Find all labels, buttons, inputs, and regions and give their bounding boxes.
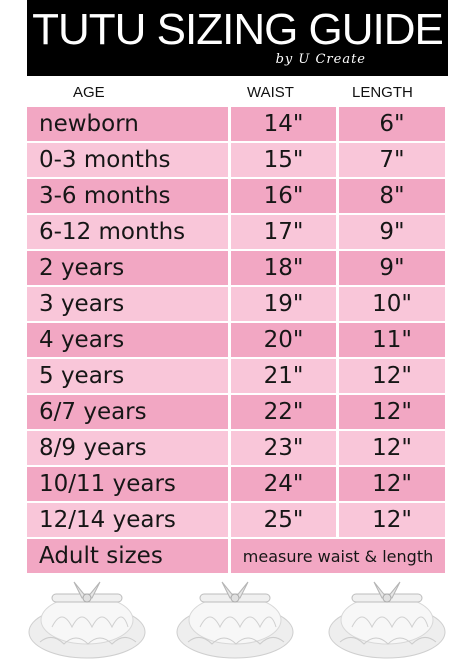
length-cell: 9" [339,251,445,285]
waist-cell: 25" [231,503,336,537]
tutu-image [176,581,294,659]
age-cell: 10/11 years [27,467,228,501]
page-title: TUTU SIZING GUIDE [32,5,444,54]
waist-cell: 17" [231,215,336,249]
length-cell: 11" [339,323,445,357]
length-cell: 12" [339,359,445,393]
age-cell: 12/14 years [27,503,228,537]
table-row: 3 years 19" 10" [27,287,448,321]
tutu-image [28,581,146,659]
length-cell: 7" [339,143,445,177]
table-row: 12/14 years 25" 12" [27,503,448,537]
page-subtitle: by U Create [275,52,366,67]
age-cell: 4 years [27,323,228,357]
table-row: 4 years 20" 11" [27,323,448,357]
title-banner: TUTU SIZING GUIDE by U Create [27,0,448,76]
waist-cell: 14" [231,107,336,141]
waist-cell: 22" [231,395,336,429]
age-cell: Adult sizes [27,539,228,573]
table-row: 10/11 years 24" 12" [27,467,448,501]
column-headers: AGE WAIST LENGTH [0,84,474,106]
table-row: 6/7 years 22" 12" [27,395,448,429]
waist-cell: 21" [231,359,336,393]
age-cell: 2 years [27,251,228,285]
table-row: 2 years 18" 9" [27,251,448,285]
table-row: 8/9 years 23" 12" [27,431,448,465]
age-cell: 6-12 months [27,215,228,249]
age-cell: 5 years [27,359,228,393]
length-cell: 8" [339,179,445,213]
length-cell: 12" [339,395,445,429]
waist-cell: 15" [231,143,336,177]
table-row: 0-3 months 15" 7" [27,143,448,177]
table-row: 6-12 months 17" 9" [27,215,448,249]
waist-cell: 24" [231,467,336,501]
waist-cell: 16" [231,179,336,213]
length-cell: 12" [339,431,445,465]
length-cell: 6" [339,107,445,141]
age-cell: newborn [27,107,228,141]
age-cell: 3-6 months [27,179,228,213]
age-cell: 0-3 months [27,143,228,177]
age-cell: 8/9 years [27,431,228,465]
column-header-waist: WAIST [247,84,294,101]
table-row: newborn 14" 6" [27,107,448,141]
column-header-age: AGE [73,84,105,101]
column-header-length: LENGTH [352,84,413,101]
table-row: 3-6 months 16" 8" [27,179,448,213]
length-cell: 12" [339,503,445,537]
adult-note-cell: measure waist & length [231,539,445,573]
length-cell: 10" [339,287,445,321]
table-row: 5 years 21" 12" [27,359,448,393]
tutu-images [0,572,474,663]
age-cell: 3 years [27,287,228,321]
tutu-image [328,581,446,659]
waist-cell: 20" [231,323,336,357]
size-table: newborn 14" 6" 0-3 months 15" 7" 3-6 mon… [27,107,448,575]
age-cell: 6/7 years [27,395,228,429]
table-row-adult: Adult sizes measure waist & length [27,539,448,573]
waist-cell: 19" [231,287,336,321]
length-cell: 9" [339,215,445,249]
waist-cell: 18" [231,251,336,285]
waist-cell: 23" [231,431,336,465]
length-cell: 12" [339,467,445,501]
